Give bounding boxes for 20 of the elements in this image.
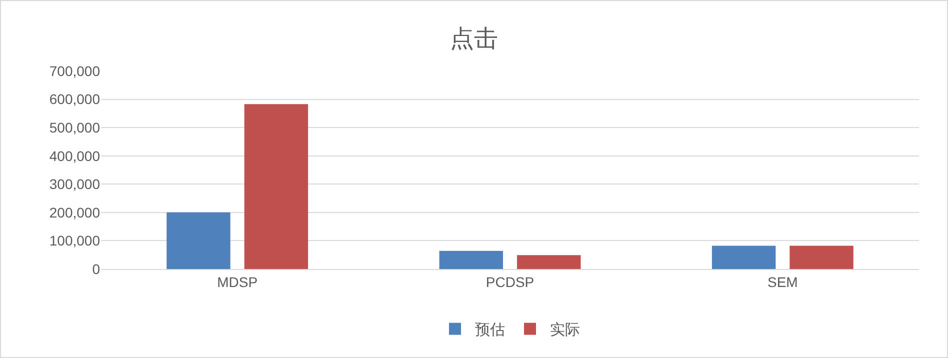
chart-title: 点击 bbox=[450, 25, 498, 52]
y-tick-label: 100,000 bbox=[49, 232, 100, 249]
y-tick-label: 200,000 bbox=[49, 204, 100, 220]
y-tick-label: 700,000 bbox=[49, 62, 100, 79]
y-tick-label: 300,000 bbox=[49, 176, 100, 192]
y-tick-label: 500,000 bbox=[49, 119, 100, 136]
x-tick-label: PCDSP bbox=[486, 274, 534, 290]
bar bbox=[439, 250, 504, 269]
y-tick-label: 0 bbox=[92, 260, 100, 277]
bar bbox=[790, 246, 854, 269]
bar bbox=[244, 104, 308, 269]
legend-label: 实际 bbox=[550, 322, 580, 339]
x-tick-label: MDSP bbox=[217, 274, 258, 290]
x-tick-label: SEM bbox=[768, 274, 798, 290]
y-tick-label: 400,000 bbox=[49, 148, 100, 164]
bar bbox=[166, 212, 230, 269]
bar bbox=[516, 255, 581, 269]
legend-label: 预估 bbox=[475, 322, 505, 339]
y-tick-label: 600,000 bbox=[49, 91, 100, 108]
bar bbox=[712, 246, 776, 269]
